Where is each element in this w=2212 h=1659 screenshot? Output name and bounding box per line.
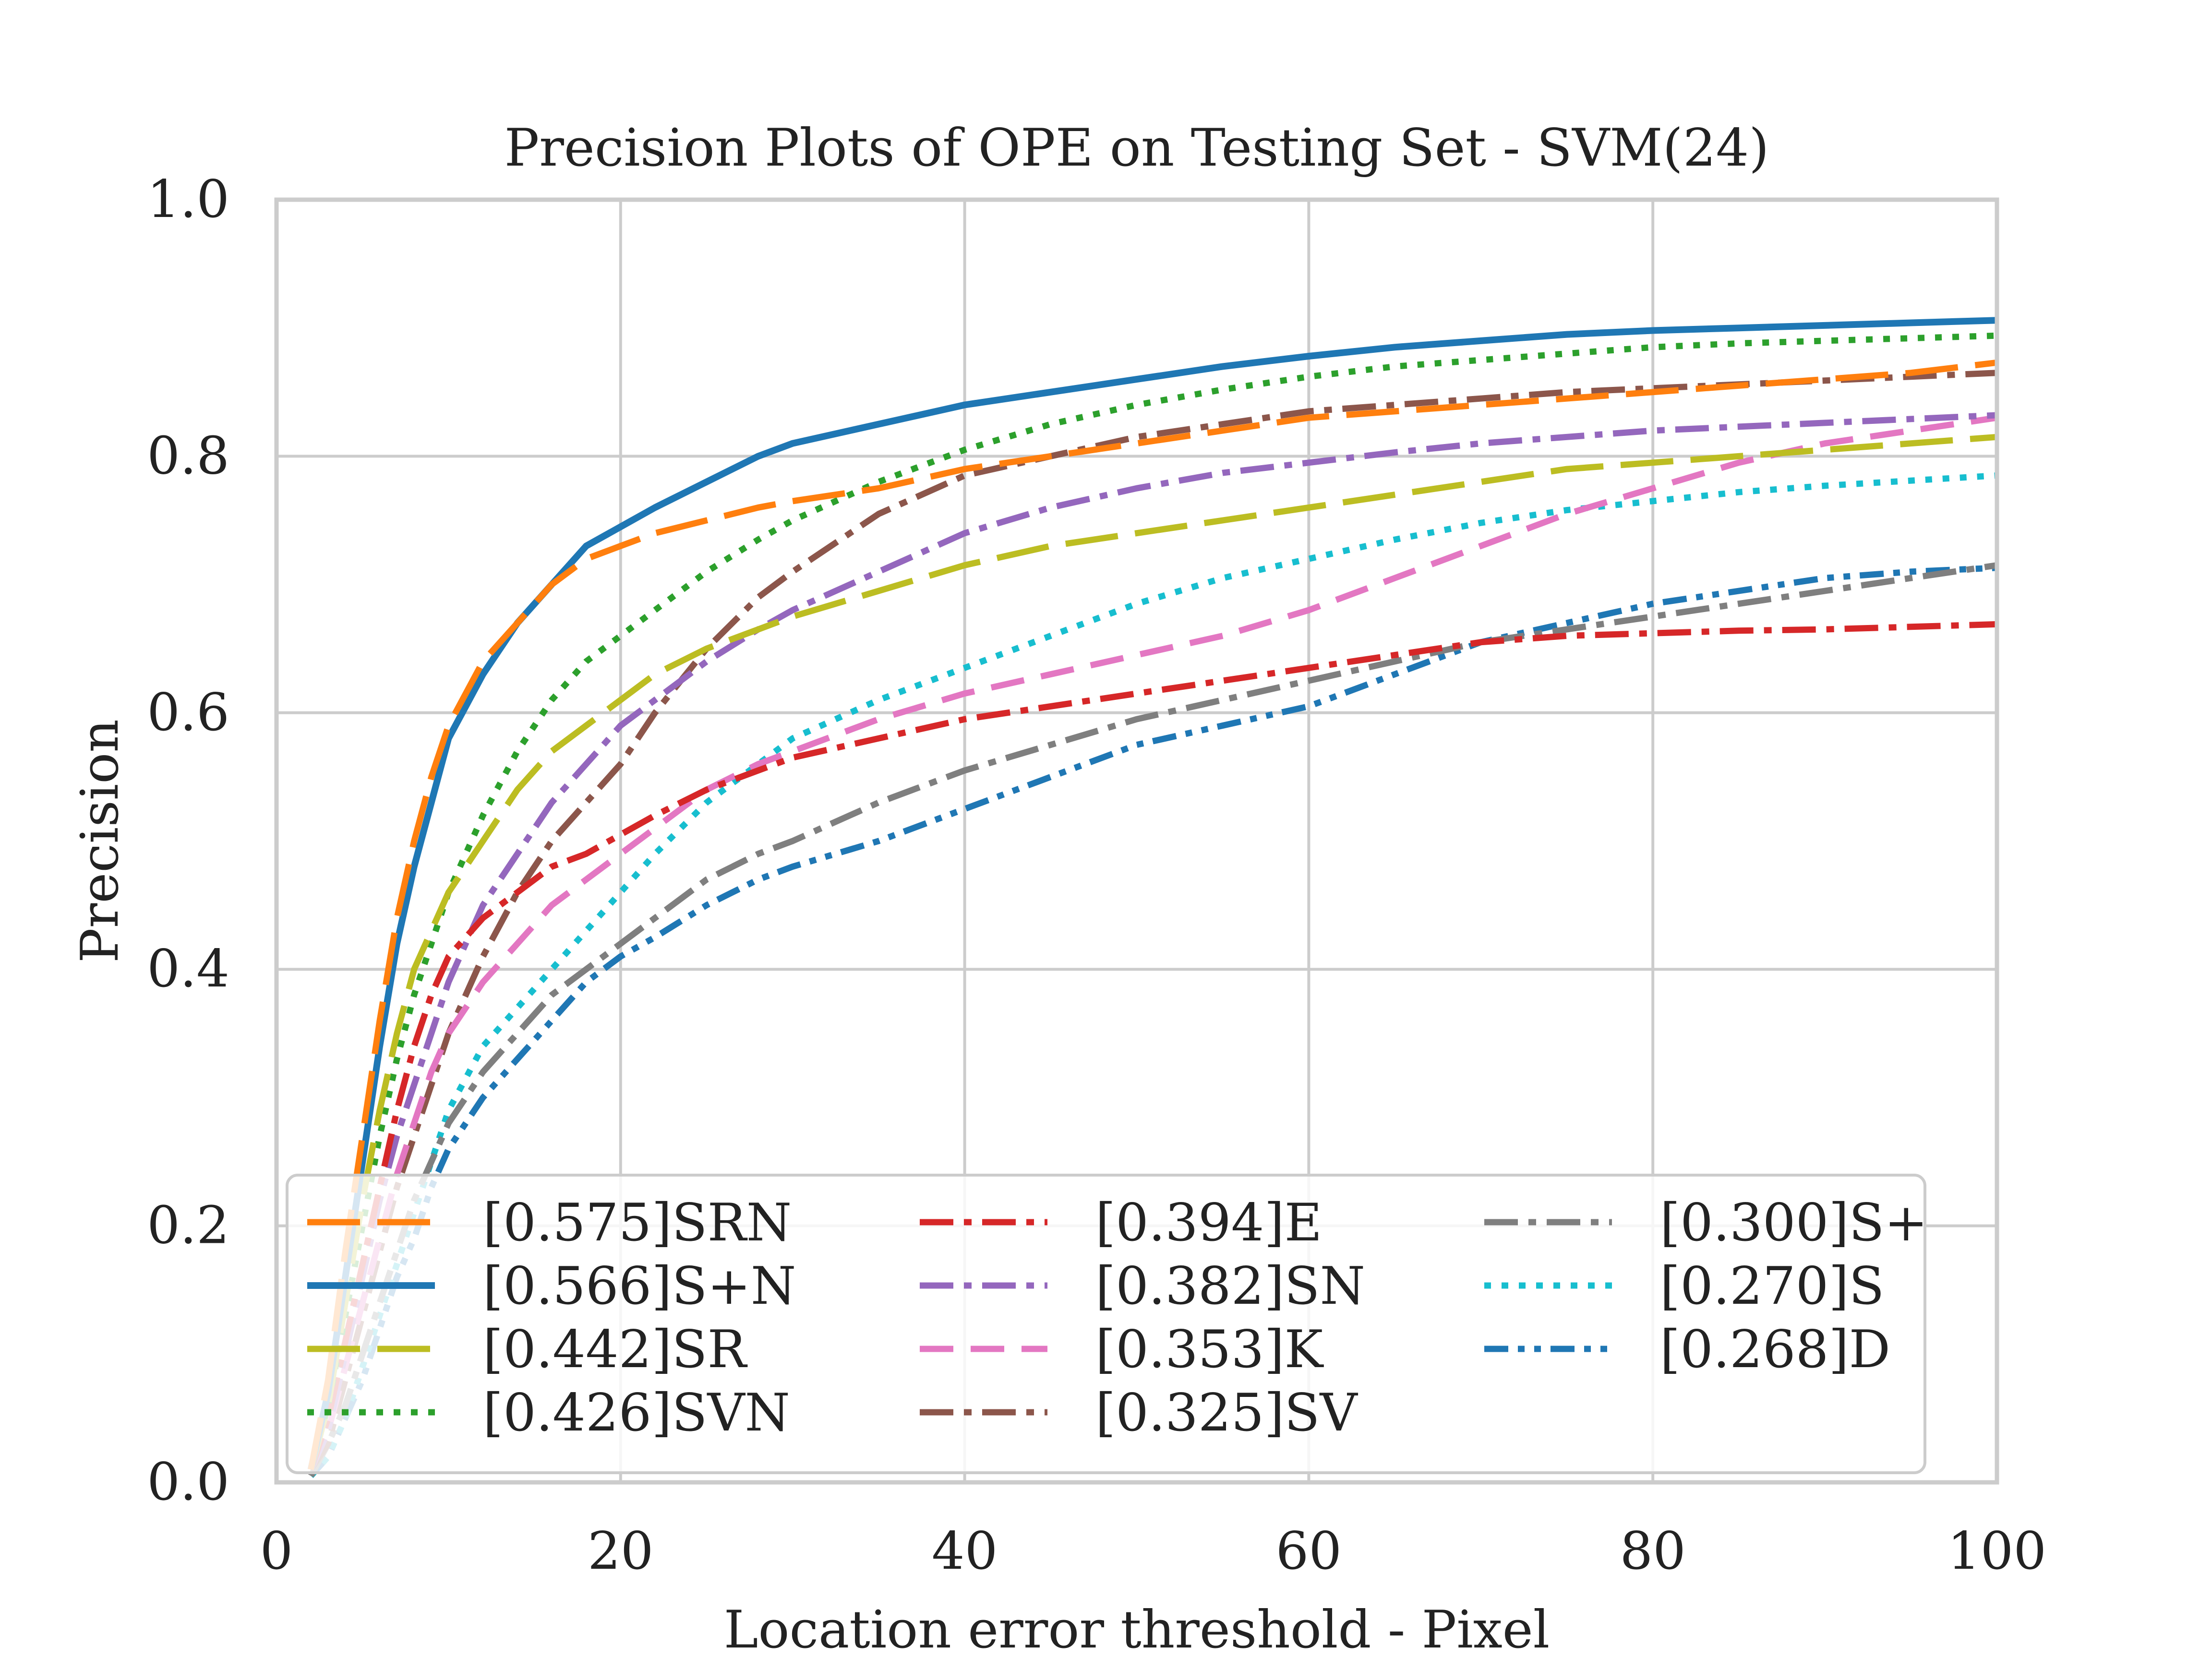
- x-tick-label: 0: [260, 1521, 293, 1581]
- legend-label: [0.300]S+: [1660, 1193, 1928, 1253]
- legend-label: [0.382]SN: [1095, 1256, 1365, 1316]
- series-line: [308, 414, 1997, 1471]
- series-line: [307, 317, 1997, 1470]
- series-line: [308, 472, 1997, 1478]
- legend-label: [0.325]SV: [1095, 1383, 1358, 1443]
- plot-frame: [274, 197, 1999, 1485]
- legend-box: [286, 1174, 1926, 1474]
- x-tick-label: 80: [1620, 1521, 1685, 1581]
- series-line: [308, 433, 1997, 1470]
- series-line: [308, 412, 1997, 1471]
- y-tick-label: 0.6: [147, 683, 229, 743]
- series-line: [308, 565, 1997, 1478]
- chart-title: Precision Plots of OPE on Testing Set - …: [505, 118, 1769, 178]
- legend-label: [0.270]S: [1660, 1256, 1884, 1316]
- legend-label: [0.575]SRN: [483, 1193, 792, 1253]
- legend-label: [0.353]K: [1095, 1320, 1324, 1380]
- series-line: [308, 621, 1997, 1471]
- x-tick-label: 40: [932, 1521, 998, 1581]
- legend-label: [0.426]SVN: [483, 1383, 790, 1443]
- y-tick-label: 0.8: [147, 426, 229, 486]
- y-tick-label: 0.0: [147, 1452, 229, 1512]
- x-tick-label: 60: [1276, 1521, 1342, 1581]
- legend-label: [0.394]E: [1095, 1193, 1322, 1253]
- x-axis-label: Location error threshold - Pixel: [724, 1600, 1550, 1659]
- legend-label: [0.442]SR: [483, 1320, 747, 1380]
- tick-labels: 0 20 40 60 80 100 0.0 0.2 0.4 0.6 0.8 1.0: [147, 169, 2046, 1581]
- legend-label: [0.268]D: [1660, 1320, 1890, 1380]
- y-tick-label: 1.0: [147, 169, 229, 229]
- y-tick-label: 0.4: [147, 939, 229, 999]
- legend: [0.575]SRN[0.566]S+N[0.442]SR[0.426]SVN […: [286, 1174, 1928, 1474]
- y-tick-label: 0.2: [147, 1196, 229, 1256]
- legend-label: [0.566]S+N: [483, 1256, 796, 1316]
- series-line: [308, 359, 1997, 1470]
- x-tick-label: 20: [588, 1521, 653, 1581]
- x-tick-label: 100: [1948, 1521, 2046, 1581]
- series-line: [308, 370, 1997, 1471]
- y-axis-label: Precision: [70, 719, 130, 963]
